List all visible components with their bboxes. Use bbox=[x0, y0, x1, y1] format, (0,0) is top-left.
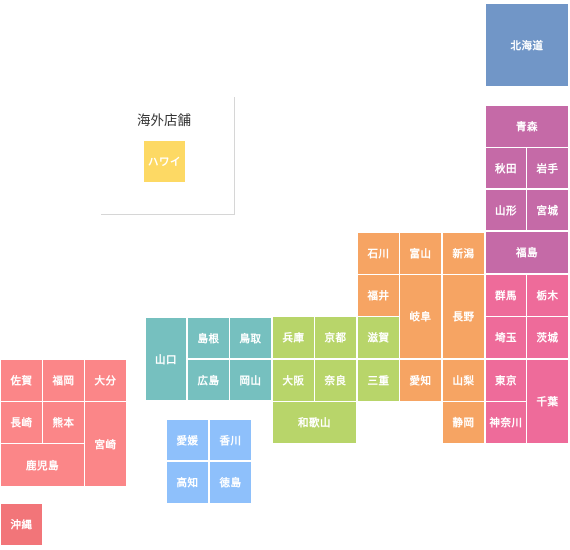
pref-okayama[interactable]: 岡山 bbox=[230, 360, 271, 400]
pref-hyogo[interactable]: 兵庫 bbox=[273, 317, 314, 358]
pref-kagoshima[interactable]: 鹿児島 bbox=[1, 444, 84, 486]
pref-hawaii[interactable]: ハワイ bbox=[144, 141, 185, 182]
pref-niigata[interactable]: 新潟 bbox=[443, 233, 484, 274]
pref-kagawa[interactable]: 香川 bbox=[210, 420, 251, 460]
pref-okinawa[interactable]: 沖縄 bbox=[1, 504, 42, 545]
pref-yamagata[interactable]: 山形 bbox=[486, 190, 526, 230]
pref-chiba[interactable]: 千葉 bbox=[527, 360, 568, 443]
overseas-stores-title: 海外店舗 bbox=[137, 113, 191, 129]
pref-miyazaki[interactable]: 宮崎 bbox=[85, 402, 126, 486]
pref-fukushima[interactable]: 福島 bbox=[486, 232, 568, 273]
pref-toyama[interactable]: 富山 bbox=[400, 233, 441, 274]
pref-yamanashi[interactable]: 山梨 bbox=[443, 360, 484, 401]
pref-mie[interactable]: 三重 bbox=[358, 360, 399, 401]
pref-ishikawa[interactable]: 石川 bbox=[358, 233, 399, 274]
pref-kanagawa[interactable]: 神奈川 bbox=[486, 402, 526, 443]
pref-gifu[interactable]: 岐阜 bbox=[400, 275, 441, 358]
pref-tokushima[interactable]: 徳島 bbox=[210, 462, 251, 503]
pref-osaka[interactable]: 大阪 bbox=[273, 360, 314, 401]
pref-gunma[interactable]: 群馬 bbox=[486, 275, 526, 316]
pref-tottori[interactable]: 鳥取 bbox=[230, 318, 271, 358]
pref-nagano[interactable]: 長野 bbox=[443, 275, 484, 358]
pref-aichi[interactable]: 愛知 bbox=[400, 360, 441, 401]
pref-wakayama[interactable]: 和歌山 bbox=[273, 402, 356, 443]
pref-fukui[interactable]: 福井 bbox=[358, 275, 399, 316]
pref-fukuoka[interactable]: 福岡 bbox=[43, 360, 84, 401]
pref-tochigi[interactable]: 栃木 bbox=[527, 275, 568, 316]
pref-nagasaki[interactable]: 長崎 bbox=[1, 402, 42, 443]
pref-shiga[interactable]: 滋賀 bbox=[358, 317, 399, 358]
pref-ehime[interactable]: 愛媛 bbox=[167, 420, 208, 460]
pref-tokyo[interactable]: 東京 bbox=[486, 360, 526, 401]
pref-hokkaido[interactable]: 北海道 bbox=[486, 4, 568, 86]
pref-miyagi[interactable]: 宮城 bbox=[527, 190, 568, 230]
pref-ibaraki[interactable]: 茨城 bbox=[527, 317, 568, 358]
pref-iwate[interactable]: 岩手 bbox=[527, 148, 568, 188]
pref-kumamoto[interactable]: 熊本 bbox=[43, 402, 84, 443]
pref-shizuoka[interactable]: 静岡 bbox=[443, 402, 484, 443]
pref-yamaguchi[interactable]: 山口 bbox=[146, 318, 186, 400]
pref-hiroshima[interactable]: 広島 bbox=[188, 360, 229, 400]
pref-nara[interactable]: 奈良 bbox=[315, 360, 356, 401]
pref-shimane[interactable]: 島根 bbox=[188, 318, 229, 358]
pref-oita[interactable]: 大分 bbox=[85, 360, 126, 401]
pref-kochi[interactable]: 高知 bbox=[167, 462, 208, 503]
pref-aomori[interactable]: 青森 bbox=[486, 106, 568, 147]
pref-kyoto[interactable]: 京都 bbox=[315, 317, 356, 358]
pref-saga[interactable]: 佐賀 bbox=[1, 360, 42, 401]
overseas-stores-box bbox=[101, 97, 235, 215]
pref-akita[interactable]: 秋田 bbox=[486, 148, 526, 188]
pref-saitama[interactable]: 埼玉 bbox=[486, 317, 526, 358]
